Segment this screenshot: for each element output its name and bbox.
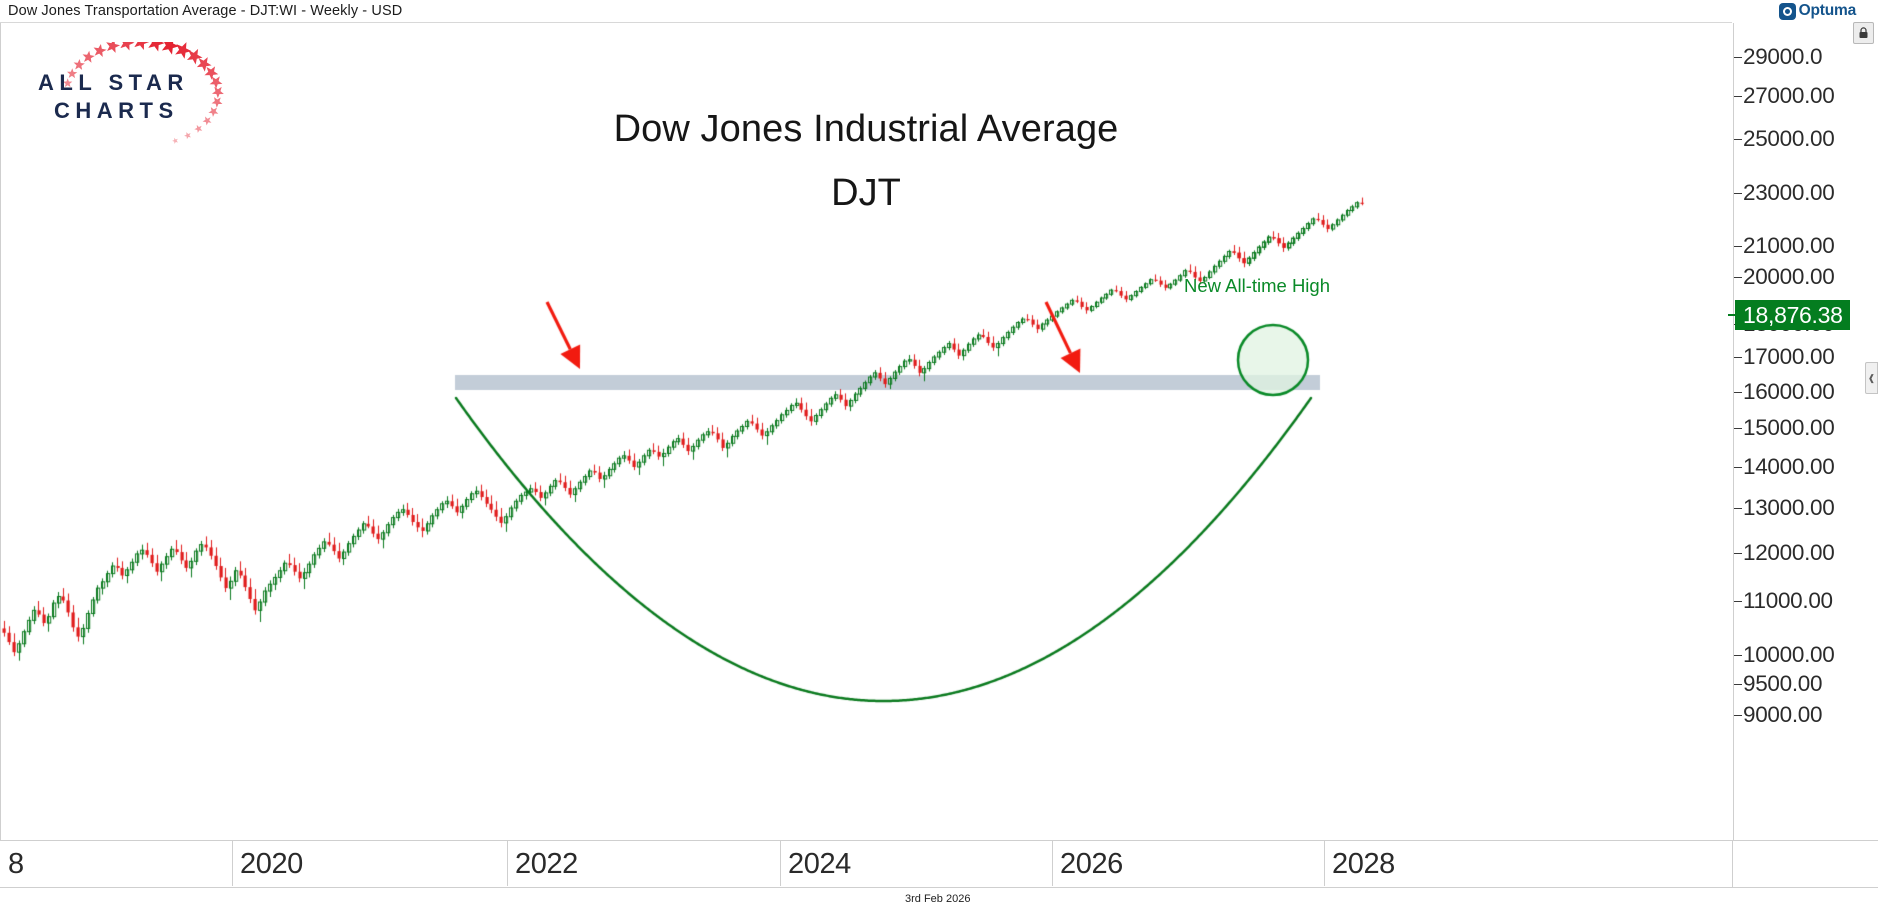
- price-axis-label: 23000.00: [1743, 180, 1835, 205]
- price-tick: [1734, 715, 1742, 716]
- new-all-time-high-label: New All-time High: [1184, 275, 1330, 296]
- price-axis-label: 11000.00: [1743, 588, 1833, 613]
- price-tick: [1734, 553, 1742, 554]
- logo-line-1: ALL STAR: [38, 70, 189, 95]
- logo-star: [211, 86, 224, 99]
- logo-star: [196, 57, 212, 72]
- price-tick: [1734, 508, 1742, 509]
- date-axis-corner: [1732, 840, 1878, 888]
- date-axis-label: 2026: [1060, 848, 1123, 880]
- price-axis-label: 16000.00: [1743, 379, 1835, 404]
- date-axis-label: 2020: [240, 848, 303, 880]
- logo-star: [62, 78, 73, 88]
- date-axis-label: 8: [8, 848, 24, 880]
- optuma-branding: Optuma: [1778, 2, 1857, 20]
- price-tick: [1734, 139, 1742, 140]
- price-axis-label: 20000.00: [1743, 264, 1835, 289]
- logo-star: [208, 107, 219, 117]
- chevron-left-icon: ❰: [1867, 372, 1876, 383]
- logo-star: [161, 36, 180, 55]
- logo-star: [194, 124, 203, 133]
- date-axis-separator: [232, 841, 233, 886]
- price-axis-label: 29000.0: [1743, 44, 1823, 69]
- date-axis[interactable]: 8 2020 2022 2024 2026 2028: [0, 840, 1732, 888]
- date-axis-separator: [780, 841, 781, 886]
- price-tick: [1734, 601, 1742, 602]
- price-tick: [1734, 357, 1742, 358]
- date-axis-separator: [1324, 841, 1325, 886]
- price-tick: [1734, 684, 1742, 685]
- logo-star: [172, 137, 178, 144]
- lock-icon: [1859, 27, 1868, 38]
- last-price-badge[interactable]: 18,876.38: [1735, 300, 1850, 330]
- price-axis-label: 14000.00: [1743, 454, 1835, 479]
- optuma-logo-icon: [1778, 2, 1796, 20]
- price-tick: [1734, 246, 1742, 247]
- logo-star: [73, 58, 85, 70]
- logo-line-2: CHARTS: [54, 98, 179, 123]
- price-tick: [1734, 277, 1742, 278]
- price-axis-label: 13000.00: [1743, 495, 1835, 520]
- price-axis-label: 15000.00: [1743, 415, 1835, 440]
- optuma-wordmark: Optuma: [1798, 2, 1857, 19]
- date-axis-label: 2024: [788, 848, 851, 880]
- logo-stars-icon: [62, 33, 224, 144]
- date-axis-label: 2028: [1332, 848, 1395, 880]
- price-axis[interactable]: 29000.0 27000.00 25000.00 23000.00 21000.00 2…: [1728, 23, 1878, 840]
- logo-star: [106, 38, 121, 53]
- price-axis-label: 10000.00: [1743, 642, 1835, 667]
- logo-star: [82, 50, 95, 63]
- chart-title: Dow Jones Industrial Average: [613, 108, 1119, 150]
- instrument-header-title: Dow Jones Transportation Average - DJT:W…: [8, 3, 403, 19]
- logo-star: [186, 48, 203, 65]
- logo-star: [184, 132, 191, 140]
- price-chart-plot[interactable]: [0, 23, 1732, 840]
- date-axis-label: 2022: [515, 848, 578, 880]
- price-axis-label: 25000.00: [1743, 126, 1835, 151]
- all-star-charts-logo: ALL STAR CHARTS: [24, 33, 254, 150]
- date-axis-separator: [507, 841, 508, 886]
- logo-star: [209, 76, 223, 89]
- logo-star: [202, 116, 212, 126]
- price-axis-label: 9500.00: [1743, 671, 1823, 696]
- as-of-date: 3rd Feb 2026: [905, 893, 971, 905]
- header-divider: [0, 22, 1732, 23]
- price-tick: [1734, 57, 1742, 58]
- price-axis-label: 12000.00: [1743, 540, 1835, 565]
- last-price-tick: [1728, 314, 1735, 316]
- price-axis-label: 27000.00: [1743, 83, 1835, 108]
- logo-star: [134, 33, 150, 51]
- price-axis-label: 21000.00: [1743, 233, 1835, 258]
- date-axis-separator: [1052, 841, 1053, 886]
- price-tick: [1734, 428, 1742, 429]
- logo-star: [204, 66, 219, 80]
- logo-star: [66, 68, 78, 79]
- lock-button[interactable]: [1853, 22, 1874, 44]
- price-tick: [1734, 467, 1742, 468]
- logo-star: [119, 35, 135, 51]
- price-tick: [1734, 392, 1742, 393]
- logo-star: [211, 97, 223, 108]
- logo-star: [175, 42, 192, 59]
- price-axis-label: 9000.00: [1743, 702, 1823, 727]
- logo-star: [148, 34, 165, 52]
- chart-subtitle: DJT: [831, 172, 901, 214]
- candlestick-canvas[interactable]: [0, 23, 1732, 840]
- logo-star: [93, 43, 107, 58]
- price-tick: [1734, 193, 1742, 194]
- price-tick: [1734, 655, 1742, 656]
- price-axis-label: 17000.00: [1743, 344, 1835, 369]
- price-tick: [1734, 96, 1742, 97]
